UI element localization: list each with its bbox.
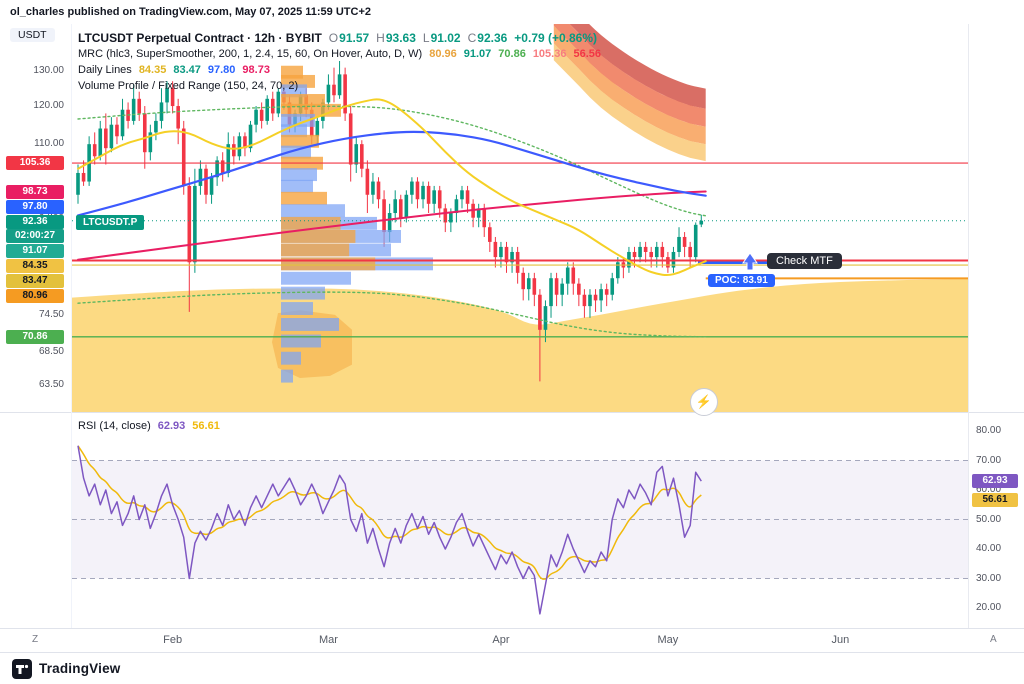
symbol-tag[interactable]: LTCUSDT.P — [76, 214, 145, 230]
price-pane[interactable] — [72, 0, 968, 420]
rsi-tick: 40.00 — [976, 543, 1002, 554]
rsi-axis[interactable]: 80.00 70.00 60.00 50.00 40.00 30.00 20.00 62.93… — [968, 418, 1024, 628]
price-tick: 110.00 — [34, 138, 64, 150]
pane-dividers — [0, 24, 1024, 628]
price-axis-badge: 91.07 — [6, 243, 64, 258]
rsi-tick: 60.00 — [976, 484, 1002, 495]
cursor-arrow-icon — [742, 252, 758, 271]
price-tick: 68.50 — [38, 345, 64, 357]
legend-row[interactable]: Daily Lines 84.35 83.47 97.80 98.73 — [78, 64, 270, 76]
time-axis-label: Mar — [318, 634, 338, 646]
tradingview-wordmark[interactable]: TradingView — [39, 661, 121, 676]
price-tick: 74.50 — [38, 308, 64, 320]
price-axis-badge: 98.73 — [6, 184, 64, 199]
rsi-legend-row[interactable]: RSI (14, close) 62.93 56.61 — [78, 420, 220, 432]
poc-badge: POC: 83.91 — [708, 274, 775, 287]
countdown-badge: 02:00:27 — [6, 228, 64, 243]
time-axis[interactable]: Z A Feb Mar Apr May Jun — [0, 628, 1024, 651]
rsi-tick: 20.00 — [976, 602, 1002, 613]
currency-label[interactable]: USDT — [10, 28, 55, 42]
flash-button[interactable]: ⚡ — [690, 388, 718, 416]
time-axis-label: Jun — [831, 634, 850, 646]
tradingview-logo[interactable] — [12, 658, 32, 679]
price-tick: 130.00 — [33, 65, 64, 76]
ohlc-values: O91.57 H93.63 L91.02 C92.36 +0.79 (+0.86%) — [328, 31, 598, 45]
price-tick: 120.00 — [33, 100, 64, 112]
time-axis-label: Apr — [492, 634, 510, 646]
time-axis-label: Feb — [163, 634, 183, 646]
rsi-badge: 62.93 — [972, 474, 1018, 489]
rsi-badge: 56.61 — [972, 493, 1018, 507]
legend-row[interactable]: MRC (hlc3, SuperSmoother, 200, 1, 2.4, 1… — [78, 48, 601, 60]
lightning-icon: ⚡ — [695, 394, 713, 409]
price-tick: 63.50 — [38, 378, 64, 390]
rsi-pane[interactable] — [72, 445, 968, 615]
legend-symbol-row[interactable]: LTCUSDT Perpetual Contract · 12h · BYBIT… — [78, 30, 601, 46]
time-axis-edge-right: A — [990, 634, 997, 645]
price-axis-badge: 70.86 — [6, 329, 64, 344]
time-axis-label: May — [657, 634, 679, 646]
rsi-tick: 50.00 — [976, 513, 1002, 525]
price-axis-badge: 105.36 — [6, 156, 64, 171]
price-axis[interactable]: 130.00120.00110.0094.0074.5068.5063.5010… — [0, 24, 72, 628]
rsi-tick: 70.00 — [976, 454, 1002, 466]
rsi-tick: 80.00 — [976, 425, 1002, 436]
check-mtf-note[interactable]: Check MTF — [767, 253, 842, 269]
price-axis-badge: 97.80 — [6, 199, 64, 214]
price-axis-badge: 92.36 — [6, 214, 64, 229]
symbol-title: LTCUSDT Perpetual Contract · 12h · BYBIT — [78, 31, 322, 45]
publish-info: ol_charles published on TradingView.com,… — [0, 0, 1024, 24]
rsi-label: RSI (14, close) — [78, 420, 151, 432]
time-axis-edge-left: Z — [32, 634, 39, 645]
rsi-tick: 30.00 — [976, 572, 1002, 584]
legend-row[interactable]: Volume Profile / Fixed Range (150, 24, 7… — [78, 80, 299, 92]
price-axis-badge: 80.96 — [6, 288, 64, 303]
price-axis-badge: 84.35 — [6, 258, 64, 273]
price-axis-badge: 83.47 — [6, 273, 64, 288]
legend: LTCUSDT Perpetual Contract · 12h · BYBIT… — [78, 30, 601, 94]
footer: TradingView — [0, 652, 1024, 684]
